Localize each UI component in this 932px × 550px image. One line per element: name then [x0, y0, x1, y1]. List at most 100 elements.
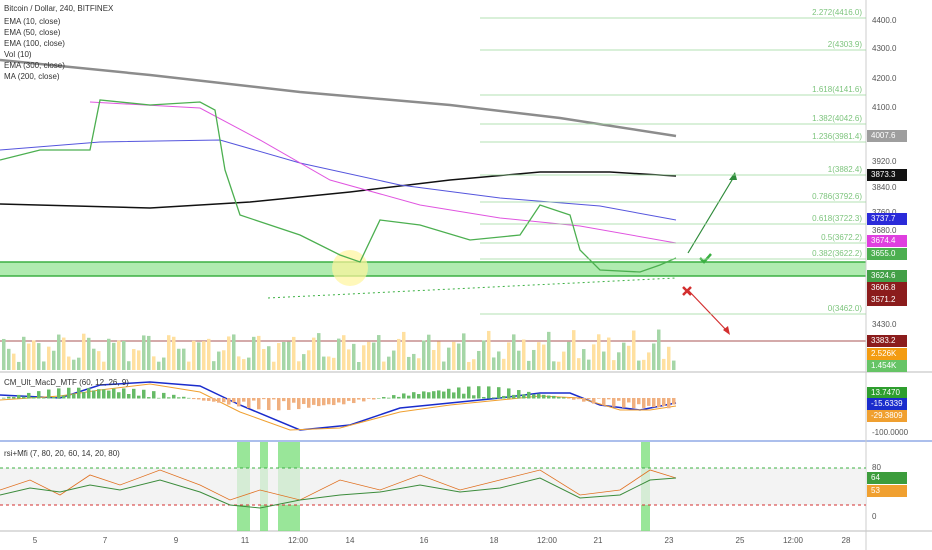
histogram-bar [12, 396, 16, 399]
volume-bar [492, 357, 496, 370]
volume-bar [137, 350, 141, 370]
histogram-bar [322, 398, 326, 406]
histogram-bar [192, 398, 196, 400]
volume-bar [607, 337, 611, 370]
volume-bar [147, 335, 151, 370]
volume-bar [192, 340, 196, 370]
histogram-bar [117, 392, 121, 399]
volume-bar [7, 348, 11, 370]
volume-bar [547, 331, 551, 370]
volume-bar [382, 361, 386, 370]
volume-bar [232, 334, 236, 370]
histogram-bar [42, 397, 46, 399]
histogram-bar [467, 386, 471, 399]
volume-bar [322, 356, 326, 370]
histogram-bar [57, 388, 61, 399]
histogram-bar [242, 398, 246, 402]
volume-bar [142, 335, 146, 370]
histogram-bar [102, 389, 106, 399]
histogram-bar [317, 398, 321, 407]
histogram-bar [527, 391, 531, 399]
volume-bar [377, 335, 381, 370]
price-tag [867, 485, 907, 497]
price-axis-label: 4200.0 [872, 74, 897, 83]
histogram-bar [177, 397, 181, 399]
price-tag-label: 3737.7 [871, 214, 896, 223]
histogram-bar [372, 398, 376, 400]
volume-bar [212, 361, 216, 370]
volume-bar [352, 343, 356, 370]
histogram-bar [252, 398, 256, 401]
histogram-bar [652, 398, 656, 408]
price-tag-label: -15.6339 [871, 399, 903, 408]
price-tag [867, 169, 907, 181]
volume-bar [17, 361, 21, 370]
fib-label: 1(3882.4) [828, 165, 863, 174]
time-axis-label: 12:00 [288, 536, 309, 545]
price-tag-label: 3655.0 [871, 249, 896, 258]
volume-bar [467, 361, 471, 370]
histogram-bar [187, 397, 191, 399]
time-axis-label: 18 [490, 536, 499, 545]
volume-bar [342, 335, 346, 370]
volume-bar [497, 351, 501, 370]
histogram-bar [622, 398, 626, 408]
histogram-bar [152, 391, 156, 399]
histogram-bar [417, 394, 421, 399]
histogram-bar [327, 398, 331, 405]
histogram-bar [402, 393, 406, 399]
volume-bar [112, 342, 116, 370]
volume-bar [292, 336, 296, 370]
volume-bar [592, 344, 596, 370]
price-tag-label: 2.526K [871, 349, 897, 358]
volume-bar [102, 361, 106, 370]
volume-bar [427, 334, 431, 370]
volume-bar [337, 338, 341, 370]
histogram-bar [302, 398, 306, 405]
volume-bar [527, 360, 531, 370]
fib-label: 1.236(3981.4) [812, 132, 862, 141]
volume-and-histogram [2, 329, 676, 411]
histogram-bar [137, 395, 141, 399]
histogram-bar [357, 398, 361, 400]
volume-bar [537, 342, 541, 370]
volume-bar [447, 347, 451, 370]
price-tag-label: 3624.6 [871, 271, 896, 280]
histogram-bar [47, 389, 51, 399]
histogram-bar [297, 398, 301, 410]
volume-bar [132, 349, 136, 370]
volume-bar [422, 340, 426, 370]
histogram-bar [427, 392, 431, 399]
volume-bar [197, 342, 201, 370]
histogram-bar [497, 387, 501, 399]
histogram-bar [492, 397, 496, 399]
rsi-axis-label: 0 [872, 512, 877, 521]
histogram-bar [502, 395, 506, 399]
histogram-bar [457, 387, 461, 399]
volume-bar [167, 335, 171, 370]
indicator-label: EMA (10, close) [4, 17, 61, 26]
volume-bar [77, 357, 81, 370]
volume-bar [237, 356, 241, 370]
volume-bar [572, 330, 576, 370]
volume-bar [257, 335, 261, 370]
volume-bar [582, 349, 586, 370]
histogram-bar [642, 398, 646, 408]
time-axis-label: 11 [241, 536, 250, 545]
histogram-bar [407, 395, 411, 399]
price-tag-label: 4007.6 [871, 131, 896, 140]
histogram-bar [352, 398, 356, 404]
histogram-bar [362, 398, 366, 402]
volume-bar [462, 333, 466, 370]
volume-bar [182, 348, 186, 370]
fib-label: 0.618(3722.3) [812, 214, 862, 223]
volume-bar [442, 361, 446, 370]
volume-bar [347, 349, 351, 370]
price-tag [867, 335, 907, 347]
volume-bar [522, 339, 526, 370]
volume-bar [487, 330, 491, 370]
volume-bar [672, 360, 676, 370]
histogram-bar [132, 388, 136, 399]
histogram-bar [87, 388, 91, 399]
histogram-bar [22, 396, 26, 399]
